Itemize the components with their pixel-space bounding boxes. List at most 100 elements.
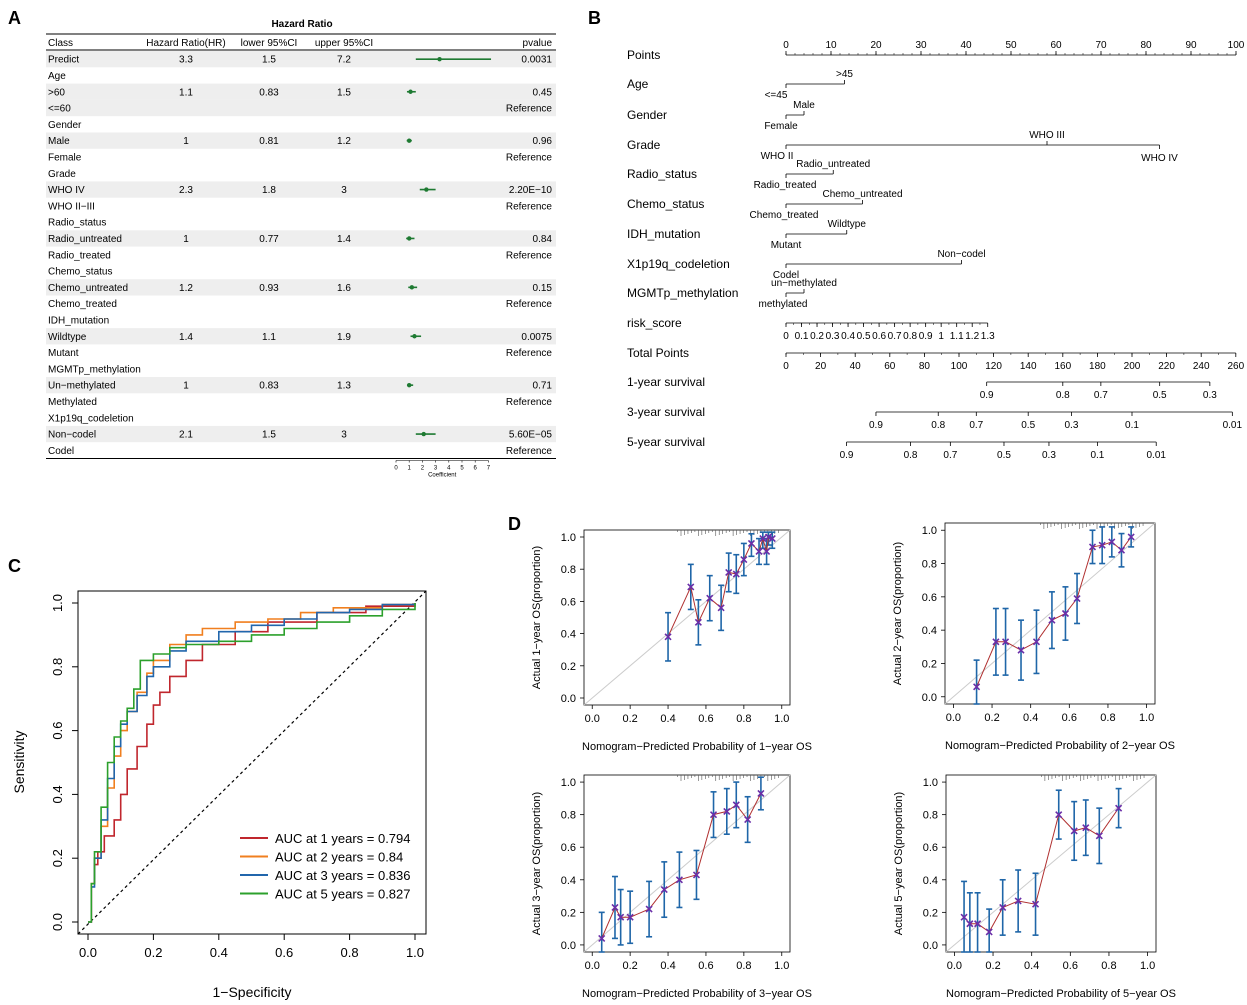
nomogram-tick-label: 180	[1089, 361, 1106, 372]
forest-pvalue: Reference	[506, 348, 553, 359]
forest-class-label: Grade	[48, 169, 76, 180]
nomogram-tick-label: 140	[1020, 361, 1037, 372]
nomogram-level-mid: WHO III	[1029, 130, 1065, 141]
calibration-point	[645, 905, 653, 913]
nomogram-tick-label: 0.9	[980, 390, 994, 401]
forest-row-shade	[46, 279, 556, 296]
calibration-plot-frame	[583, 529, 791, 706]
calibration-point	[1014, 897, 1022, 905]
calibration-ideal-line	[583, 529, 791, 706]
forest-lower-value: 0.83	[259, 87, 279, 98]
nomogram-tick-label: 0.6	[872, 331, 886, 342]
roc-y-tick-label: 0.2	[50, 849, 65, 867]
nomogram-level-high: Wildtype	[828, 219, 867, 230]
calibration-x-axis-title: Nomogram−Predicted Probability of 1−year…	[582, 741, 812, 753]
nomogram-level-low: <=45	[765, 90, 788, 101]
forest-pvalue: 0.15	[533, 283, 553, 294]
panel-label-c: C	[8, 556, 21, 576]
calibration-ideal-line	[944, 522, 1156, 705]
calibration-point	[1001, 638, 1010, 646]
calibration-x-tick-label: 1.0	[1139, 712, 1154, 724]
nomogram-level-low: Mutant	[771, 240, 802, 251]
nomogram-tick-label: 30	[915, 40, 927, 51]
roc-x-tick-label: 1.0	[406, 945, 424, 960]
forest-hr-value: 2.1	[179, 430, 193, 441]
calibration-y-tick-label: 0.4	[922, 625, 937, 637]
nomogram-tick-label: 0.1	[1090, 450, 1104, 461]
calibration-point	[664, 633, 672, 641]
nomogram-tick-label: 0.3	[1203, 390, 1217, 401]
calibration-y-tick-label: 1.0	[922, 525, 937, 537]
calibration-point	[694, 618, 702, 626]
calibration-x-tick-label: 0.2	[622, 713, 637, 725]
forest-point	[424, 187, 429, 192]
calibration-point	[725, 568, 733, 576]
calibration-x-tick-label: 0.8	[1101, 960, 1116, 972]
forest-row-shade	[46, 83, 556, 100]
nomogram-tick-label: 1.1	[950, 331, 964, 342]
forest-class-label: Methylated	[48, 397, 97, 408]
nomogram-tick-label: 0.01	[1223, 420, 1243, 431]
calibration-point	[1082, 824, 1090, 832]
nomogram-level-high: un−methylated	[771, 278, 837, 289]
calibration-y-tick-label: 1.0	[561, 777, 576, 789]
calibration-x-axis-title: Nomogram−Predicted Probability of 5−year…	[946, 988, 1176, 1000]
calibration-point	[1070, 827, 1078, 835]
nomogram-tick-label: 0.3	[1042, 450, 1056, 461]
nomogram-tick-label: 0.9	[840, 450, 854, 461]
calibration-x-tick-label: 0.6	[698, 713, 713, 725]
forest-hr-value: 1.2	[179, 283, 193, 294]
calibration-y-axis-title: Actual 3−year OS(proportion)	[531, 792, 543, 935]
nomogram-tick-label: 40	[850, 361, 862, 372]
nomogram-row-label: risk_score	[627, 316, 682, 330]
calibration-point	[723, 807, 731, 815]
nomogram-row-label: 3-year survival	[627, 405, 705, 419]
calibration-point	[717, 604, 725, 612]
calibration-y-tick-label: 0.0	[561, 693, 576, 705]
forest-pvalue: Reference	[506, 152, 553, 163]
calibration-point	[1088, 543, 1097, 551]
nomogram-level-high: Radio_untreated	[796, 159, 870, 170]
nomogram-tick-label: 0	[783, 361, 789, 372]
nomogram-row-label: 1-year survival	[627, 375, 705, 389]
calibration-point	[757, 789, 765, 798]
forest-lower-value: 0.77	[259, 234, 279, 245]
forest-row-shade	[46, 425, 556, 443]
forest-class-label: Gender	[48, 120, 82, 131]
nomogram-tick-label: 0	[783, 40, 789, 51]
nomogram-tick-label: 0.8	[903, 331, 917, 342]
roc-x-tick-label: 0.0	[79, 945, 97, 960]
forest-pvalue: Reference	[506, 397, 553, 408]
nomogram-level-low: Codel	[773, 270, 799, 281]
nomogram-tick-label: 0.7	[888, 331, 902, 342]
forest-class-label: WHO II−III	[48, 201, 95, 212]
forest-hr-value: 3.3	[179, 55, 193, 66]
forest-class-label: Chemo_treated	[48, 299, 117, 310]
forest-point	[437, 56, 442, 62]
roc-x-tick-label: 0.4	[210, 945, 228, 960]
nomogram-tick-label: 20	[815, 361, 827, 372]
forest-hr-value: 1.1	[179, 87, 193, 98]
forest-class-label: Female	[48, 152, 82, 163]
nomogram-level-high: Chemo_untreated	[822, 189, 902, 200]
calibration-point	[974, 920, 982, 928]
calibration-x-tick-label: 1.0	[774, 713, 789, 725]
forest-class-label: Codel	[48, 446, 74, 457]
nomogram-level-low: WHO II	[761, 151, 794, 162]
calibration-x-tick-label: 1.0	[774, 960, 789, 972]
forest-lower-value: 1.5	[262, 55, 276, 66]
forest-class-label: Radio_treated	[48, 250, 111, 261]
nomogram: Points Age Gender Grade Radio_status Chemo_st…	[627, 40, 1245, 461]
calibration-point	[960, 913, 968, 921]
calibration-y-axis-title: Actual 2−year OS(proportion)	[892, 542, 904, 685]
calibration-x-tick-label: 0.0	[947, 960, 962, 972]
calibration-x-tick-label: 0.0	[946, 712, 961, 724]
forest-point	[407, 382, 412, 388]
forest-lower-value: 1.5	[262, 430, 276, 441]
nomogram-tick-label: 0.9	[919, 331, 933, 342]
calibration-y-tick-label: 0.6	[923, 842, 938, 854]
calibration-x-tick-label: 0.8	[736, 960, 751, 972]
forest-row-shade	[46, 328, 556, 345]
nomogram-row-label: Total Points	[627, 346, 689, 360]
nomogram-row-label: Chemo_status	[627, 197, 704, 211]
